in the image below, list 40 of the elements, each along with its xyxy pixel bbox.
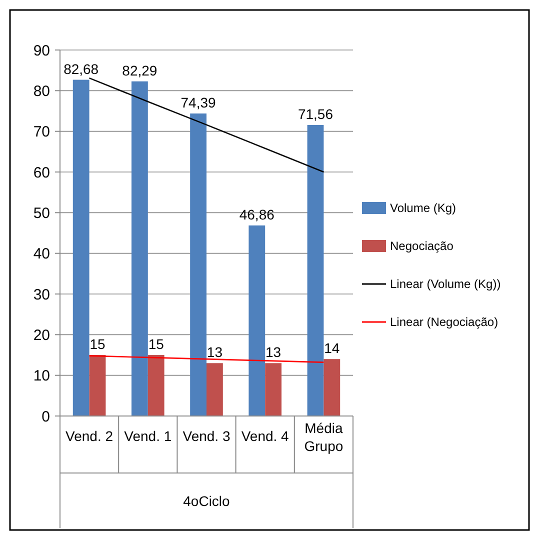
y-tick-label: 90 [33,42,50,60]
bar [148,355,164,416]
bar [324,359,340,416]
data-label: 46,86 [239,206,275,222]
x-tick-label: Vend. 1 [124,428,172,444]
legend-label: Negociação [390,239,454,254]
data-label: 15 [90,336,106,352]
y-tick-label: 10 [33,368,50,385]
bar [307,124,324,416]
y-tick-label: 30 [33,286,50,304]
data-label: 13 [206,344,223,360]
y-tick-label: 0 [42,408,50,426]
data-label: 82,68 [64,60,99,77]
bar [206,363,223,416]
data-label: 74,39 [180,94,216,110]
bar [72,80,90,416]
x-tick-label: Média Grupo [304,420,344,454]
y-tick-label: 20 [33,326,50,344]
bar [89,355,106,416]
y-tick-label: 50 [33,204,50,222]
bar [131,81,148,416]
data-label: 71,56 [298,106,334,122]
x-tick-label: Vend. 4 [241,428,290,444]
y-tick-label: 70 [33,124,50,141]
bar [265,363,282,416]
x-tick-label: Vend. 3 [182,428,230,444]
bar [248,225,266,416]
y-tick-label: 60 [33,164,50,182]
data-label: 14 [324,340,340,356]
y-tick-label: 80 [33,82,50,100]
legend-label: Linear (Volume (Kg)) [390,277,501,292]
legend-label: Volume (Kg) [390,201,456,216]
data-label: 15 [148,336,164,352]
bar [190,113,206,416]
y-tick-label: 40 [33,246,50,263]
x-axis-title: 4oCiclo [183,493,230,509]
legend-label: Linear (Negociação) [390,315,498,330]
data-label: 82,29 [122,62,158,78]
data-label: 13 [266,344,282,360]
x-tick-label: Vend. 2 [66,428,114,444]
